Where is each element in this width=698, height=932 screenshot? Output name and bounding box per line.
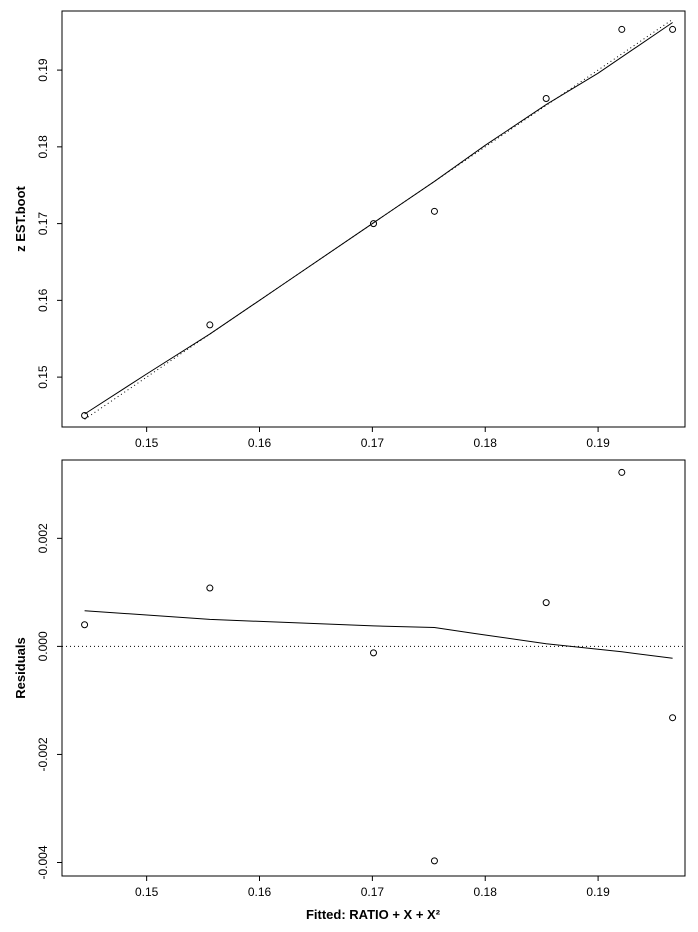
data-point: [81, 621, 89, 629]
y-tick-label: 0.000: [36, 631, 50, 661]
bottom-panel: 0.15 0.16 0.17 0.18 0.19 -0.004 -0.002 0.000 0.…: [13, 459, 686, 922]
x-tick-label: 0.19: [586, 885, 610, 899]
x-tick-label: 0.16: [248, 436, 272, 450]
top-y-axis: 0.15 0.16 0.17 0.18 0.19: [36, 58, 62, 389]
top-plot-frame: [61, 10, 686, 428]
data-point: [542, 599, 550, 607]
bottom-plot-frame: [61, 459, 686, 877]
y-tick-label: -0.002: [36, 737, 50, 771]
bottom-smooth-line: [84, 610, 673, 659]
data-point: [370, 649, 377, 657]
y-tick-label: 0.002: [36, 523, 50, 553]
y-tick-label: 0.16: [36, 288, 50, 312]
y-tick-label: 0.18: [36, 135, 50, 159]
bottom-x-axis: 0.15 0.16 0.17 0.18 0.19: [135, 876, 610, 899]
x-tick-label: 0.15: [135, 885, 159, 899]
data-point: [618, 25, 626, 33]
x-tick-label: 0.18: [474, 436, 498, 450]
x-tick-label: 0.16: [248, 885, 272, 899]
x-tick-label: 0.19: [586, 436, 610, 450]
top-x-axis: 0.15 0.16 0.17 0.18 0.19: [135, 427, 610, 450]
top-y-axis-label: z EST.boot: [13, 185, 28, 251]
x-tick-label: 0.17: [361, 436, 385, 450]
y-tick-label: 0.17: [36, 212, 50, 236]
bottom-points: [81, 468, 677, 865]
data-point: [206, 321, 214, 329]
bottom-x-axis-label: Fitted: RATIO + X + X²: [306, 907, 441, 922]
data-point: [542, 94, 550, 102]
bottom-y-axis-label: Residuals: [13, 637, 28, 698]
x-tick-label: 0.15: [135, 436, 159, 450]
x-tick-label: 0.17: [361, 885, 385, 899]
y-tick-label: -0.004: [36, 845, 50, 879]
top-reference-line: [84, 18, 673, 420]
data-point: [206, 584, 214, 592]
y-tick-label: 0.15: [36, 365, 50, 389]
data-point: [370, 220, 377, 228]
data-point: [669, 714, 677, 722]
x-tick-label: 0.18: [474, 885, 498, 899]
data-point: [430, 207, 438, 215]
data-point: [430, 857, 438, 865]
top-points: [81, 25, 677, 419]
data-point: [618, 468, 626, 476]
top-smooth-line: [84, 22, 673, 415]
data-point: [669, 25, 677, 33]
data-point: [81, 411, 89, 419]
top-panel: 0.15 0.16 0.17 0.18 0.19 0.150.160.170.180.1…: [13, 10, 686, 450]
y-tick-label: 0.19: [36, 58, 50, 82]
bottom-y-axis: -0.004 -0.002 0.000 0.002: [36, 523, 62, 880]
